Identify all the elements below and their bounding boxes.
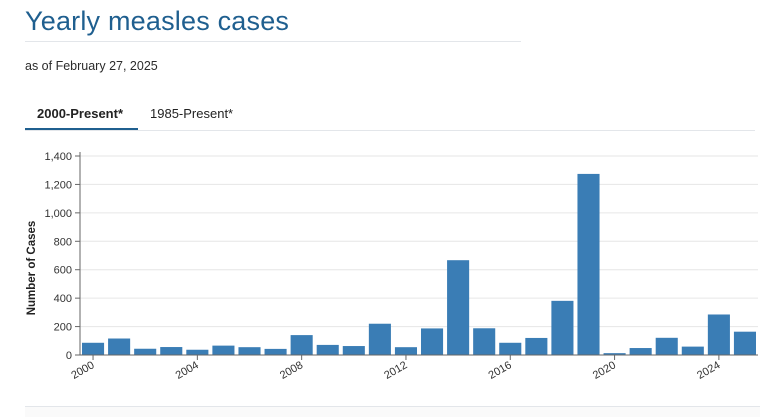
- y-tick-label: 200: [54, 322, 72, 334]
- bar-2013[interactable]: [421, 328, 444, 355]
- bar-2007[interactable]: [264, 348, 287, 355]
- x-tick-label: 2012: [382, 359, 409, 382]
- bar-2016[interactable]: [499, 342, 522, 355]
- x-tick-label: 2020: [591, 359, 618, 382]
- y-tick-label: 1,200: [44, 179, 72, 191]
- bar-2008[interactable]: [290, 335, 313, 355]
- y-axis-label: Number of Cases: [26, 221, 38, 316]
- y-tick-label: 800: [54, 236, 72, 248]
- y-tick-label: 1,400: [44, 151, 72, 163]
- x-tick-label: 2004: [174, 359, 201, 382]
- tab-1985-present[interactable]: 1985-Present*: [150, 106, 234, 121]
- bar-2018[interactable]: [551, 300, 574, 355]
- bar-2022[interactable]: [655, 337, 678, 355]
- bar-2012[interactable]: [394, 347, 417, 355]
- bar-2005[interactable]: [212, 345, 235, 355]
- tab-2000-present[interactable]: 2000-Present*: [25, 99, 138, 131]
- bar-2004[interactable]: [186, 349, 209, 355]
- bar-2011[interactable]: [368, 323, 391, 355]
- bar-2001[interactable]: [108, 338, 131, 355]
- gridlines: [80, 155, 758, 328]
- range-tabs: 2000-Present* 1985-Present*: [25, 99, 755, 131]
- measles-bar-chart: 0 200 400 600 800 1,000 1,200 1,400 2000 2004 2008…: [26, 151, 758, 382]
- bar-2019[interactable]: [577, 173, 600, 355]
- bar-2024[interactable]: [707, 314, 730, 355]
- bar-2020[interactable]: [603, 353, 626, 355]
- bar-2010[interactable]: [342, 346, 365, 355]
- bar-2002[interactable]: [134, 348, 157, 355]
- x-tick-label: 2008: [278, 359, 305, 382]
- bar-2014[interactable]: [447, 260, 470, 355]
- bar-2003[interactable]: [160, 347, 183, 355]
- as-of-date: as of February 27, 2025: [25, 59, 158, 73]
- bar-2009[interactable]: [316, 344, 339, 355]
- bar-2025[interactable]: [733, 331, 756, 355]
- bottom-panel: [25, 406, 760, 417]
- bar-2006[interactable]: [238, 347, 261, 355]
- bar-2023[interactable]: [681, 346, 704, 355]
- y-tick-label: 0: [66, 350, 72, 362]
- title-divider: [25, 41, 521, 42]
- bar-2015[interactable]: [473, 328, 496, 355]
- y-tick-label: 600: [54, 265, 72, 277]
- bar-2017[interactable]: [525, 337, 548, 355]
- bars: [82, 173, 756, 355]
- bar-2021[interactable]: [629, 348, 652, 355]
- tabs-divider: [25, 130, 755, 131]
- x-tick-label: 2000: [69, 359, 96, 382]
- y-tick-label: 1,000: [44, 208, 72, 220]
- page-title: Yearly measles cases: [25, 6, 290, 36]
- x-tick-label: 2024: [695, 359, 722, 382]
- bar-2000[interactable]: [82, 342, 105, 355]
- x-tick-label: 2016: [487, 359, 514, 382]
- y-tick-label: 400: [54, 293, 72, 305]
